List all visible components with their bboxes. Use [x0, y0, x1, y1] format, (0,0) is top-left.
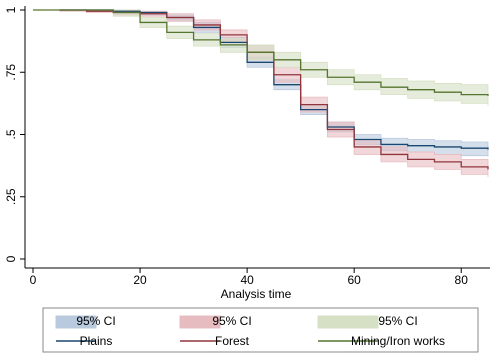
legend-box: [42, 307, 479, 353]
survival-line: [59, 9, 489, 150]
legend-ci-label: 95% CI: [76, 314, 115, 328]
legend-label: Forest: [215, 334, 250, 348]
y-tick-label: 0: [4, 255, 18, 262]
x-axis-title: Analysis time: [221, 287, 292, 301]
legend-ci-label: 95% CI: [212, 314, 251, 328]
survival-line: [33, 9, 489, 96]
x-tick-label: 0: [30, 273, 37, 287]
x-tick-label: 80: [455, 273, 469, 287]
legend-ci-label: 95% CI: [378, 314, 417, 328]
y-tick-label: .75: [4, 64, 18, 81]
y-tick-label: .25: [4, 188, 18, 205]
x-tick-label: 20: [133, 273, 147, 287]
legend-ci-swatch: [179, 315, 221, 329]
legend-label: Plains: [80, 334, 113, 348]
y-tick-label: 1: [4, 6, 18, 13]
legend-ci-swatch: [317, 315, 379, 329]
x-tick-label: 40: [240, 273, 254, 287]
x-tick-label: 60: [347, 273, 361, 287]
legend-ci-swatch: [55, 315, 97, 329]
y-tick-label: .5: [4, 129, 18, 139]
legend-label: Mining/Iron works: [351, 334, 445, 348]
